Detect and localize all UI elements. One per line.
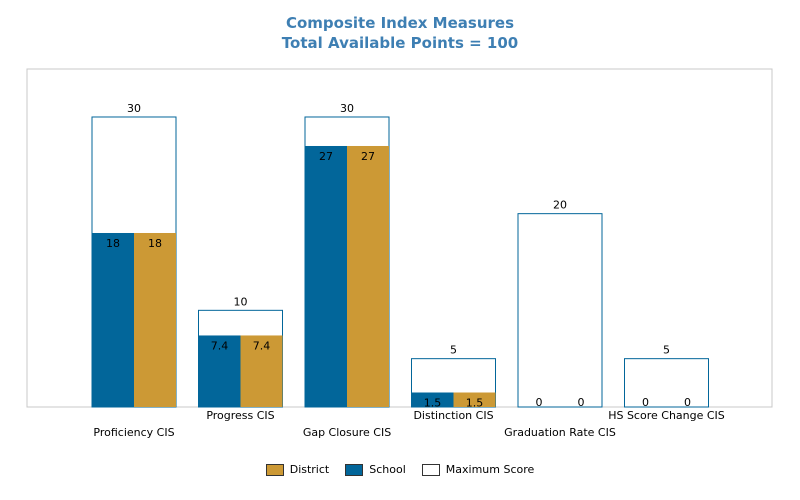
legend-swatch-school (345, 463, 364, 476)
legend-label-maximum-score: Maximum Score (445, 463, 535, 476)
school-value-label-gap-closure-cis: 27 (319, 150, 333, 163)
district-value-label-hs-score-change-cis: 0 (684, 396, 691, 409)
district-bar-gap-closure-cis (347, 145, 389, 407)
x-tick-label-hs-score-change-cis: HS Score Change CIS (608, 409, 725, 422)
school-bar-proficiency-cis (92, 232, 134, 407)
school-value-label-proficiency-cis: 18 (106, 237, 120, 250)
school-bar-distinction-cis (411, 392, 454, 407)
max-score-bar-hs-score-change-cis (624, 358, 709, 408)
max-score-bar-graduation-rate-cis (517, 213, 603, 408)
district-value-label-graduation-rate-cis: 0 (578, 396, 585, 409)
district-value-label-gap-closure-cis: 27 (361, 150, 375, 163)
school-bar-gap-closure-cis (305, 145, 347, 407)
legend: District School Maximum Score (0, 463, 800, 476)
chart-title: Composite Index Measures (285, 14, 515, 32)
plot-area-frame (26, 68, 773, 408)
legend-label-district: District (289, 463, 330, 476)
max-score-label-gap-closure-cis: 30 (340, 102, 354, 115)
max-score-label-progress-cis: 10 (234, 295, 248, 308)
bar-chart: 30 18 18 Proficiency CIS 10 7.4 7.4 Progress CI… (26, 68, 773, 439)
x-tick-label-graduation-rate-cis: Graduation Rate CIS (504, 426, 616, 439)
district-value-label-progress-cis: 7.4 (253, 339, 271, 352)
legend-item-district: District (265, 463, 330, 476)
district-value-label-distinction-cis: 1.5 (466, 396, 484, 409)
district-bar-proficiency-cis (134, 232, 176, 407)
legend-item-maximum-score: Maximum Score (421, 463, 535, 476)
max-score-label-hs-score-change-cis: 5 (663, 344, 670, 357)
legend-item-school: School (345, 463, 406, 476)
x-tick-label-progress-cis: Progress CIS (206, 409, 274, 422)
legend-label-school: School (369, 463, 406, 476)
district-bar-progress-cis (240, 335, 283, 407)
school-value-label-hs-score-change-cis: 0 (642, 396, 649, 409)
max-score-label-distinction-cis: 5 (450, 344, 457, 357)
max-score-label-proficiency-cis: 30 (127, 102, 141, 115)
x-tick-label-proficiency-cis: Proficiency CIS (93, 426, 174, 439)
school-value-label-graduation-rate-cis: 0 (536, 396, 543, 409)
district-bar-distinction-cis (453, 392, 496, 407)
max-score-label-graduation-rate-cis: 20 (553, 199, 567, 212)
chart-subtitle: Total Available Points = 100 (281, 34, 519, 52)
x-tick-label-gap-closure-cis: Gap Closure CIS (303, 426, 391, 439)
legend-swatch-maximum-score (421, 463, 440, 476)
school-bar-progress-cis (198, 335, 241, 407)
legend-swatch-district (265, 463, 284, 476)
x-tick-label-distinction-cis: Distinction CIS (413, 409, 493, 422)
school-value-label-progress-cis: 7.4 (211, 339, 229, 352)
school-value-label-distinction-cis: 1.5 (424, 396, 442, 409)
district-value-label-proficiency-cis: 18 (148, 237, 162, 250)
